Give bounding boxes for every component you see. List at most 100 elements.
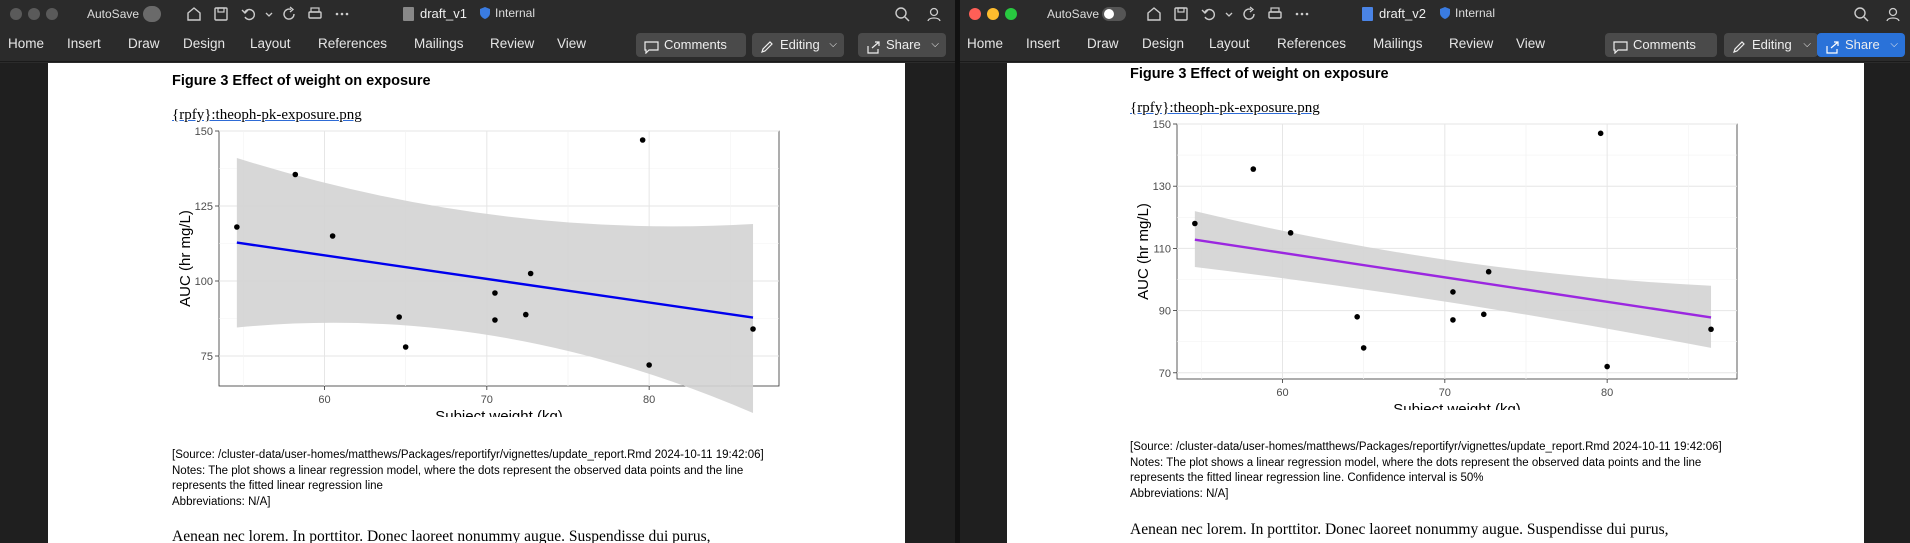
document-canvas[interactable]: Figure 3 Effect of weight on exposure {r… bbox=[0, 63, 955, 543]
close-window-button[interactable] bbox=[10, 8, 22, 20]
split-divider[interactable] bbox=[955, 0, 960, 543]
home-icon[interactable] bbox=[1145, 5, 1163, 23]
sensitivity-label[interactable]: Internal bbox=[495, 6, 536, 20]
document-icon bbox=[402, 6, 416, 22]
print-icon[interactable] bbox=[1266, 5, 1284, 23]
more-icon[interactable] bbox=[1293, 5, 1311, 23]
zoom-window-button[interactable] bbox=[1005, 8, 1017, 20]
exposure-chart[interactable]: 70 90 110 130 150 60 70 80 Subject weight (kg) AU… bbox=[1130, 120, 1780, 410]
abbreviations-line: Abbreviations: N/A] bbox=[172, 495, 271, 508]
save-icon[interactable] bbox=[212, 5, 230, 23]
account-icon[interactable] bbox=[925, 5, 943, 23]
tab-layout[interactable]: Layout bbox=[1209, 36, 1250, 51]
tab-draw[interactable]: Draw bbox=[1087, 36, 1119, 51]
file-reference[interactable]: {rpfy}:theoph-pk-exposure.png bbox=[172, 107, 362, 123]
caption-notes[interactable]: [Source: /cluster-data/user-homes/matthe… bbox=[172, 448, 872, 510]
home-icon[interactable] bbox=[185, 5, 203, 23]
tab-view[interactable]: View bbox=[1516, 36, 1546, 51]
figure-title[interactable]: Figure 3 Effect of weight on exposure bbox=[172, 73, 431, 89]
document-name[interactable]: draft_v2 bbox=[1379, 6, 1426, 21]
x-axis-label: Subject weight (kg) bbox=[1393, 401, 1521, 410]
tab-references[interactable]: References bbox=[318, 36, 388, 51]
y-tick-label: 75 bbox=[201, 351, 213, 363]
autosave-toggle[interactable] bbox=[1102, 7, 1126, 21]
notes-line-2: represents the fitted linear regression … bbox=[172, 480, 383, 492]
regression-line bbox=[236, 241, 754, 319]
data-point bbox=[492, 317, 498, 323]
tab-insert[interactable]: Insert bbox=[1026, 36, 1060, 51]
comment-icon bbox=[1613, 38, 1628, 55]
figure-title[interactable]: Figure 3 Effect of weight on exposure bbox=[1130, 66, 1389, 82]
data-point bbox=[527, 270, 534, 277]
more-icon[interactable] bbox=[333, 5, 351, 23]
zoom-window-button[interactable] bbox=[46, 8, 58, 20]
minimize-window-button[interactable] bbox=[987, 8, 999, 20]
tab-mailings[interactable]: Mailings bbox=[414, 36, 464, 51]
y-tick-label: 90 bbox=[1159, 306, 1171, 318]
document-name[interactable]: draft_v1 bbox=[420, 6, 467, 21]
toggle-knob bbox=[1104, 9, 1114, 19]
y-tick-label: 110 bbox=[1153, 243, 1171, 255]
y-tick-label: 100 bbox=[195, 276, 213, 288]
x-tick-label: 70 bbox=[481, 394, 493, 406]
redo-icon[interactable] bbox=[1240, 5, 1258, 23]
x-tick-label: 80 bbox=[643, 394, 655, 406]
exposure-chart[interactable]: 75 100 125 150 60 70 80 Subject weight (kg) AUC … bbox=[172, 127, 822, 417]
undo-chevron-icon[interactable] bbox=[1220, 5, 1233, 23]
redo-icon[interactable] bbox=[280, 5, 298, 23]
share-button[interactable]: Share ⌵ bbox=[858, 33, 946, 57]
body-paragraph[interactable]: Aenean nec lorem. In porttitor. Donec la… bbox=[172, 528, 711, 543]
print-icon[interactable] bbox=[306, 5, 324, 23]
body-paragraph[interactable]: Aenean nec lorem. In porttitor. Donec la… bbox=[1130, 521, 1669, 538]
tab-layout[interactable]: Layout bbox=[250, 36, 291, 51]
account-icon[interactable] bbox=[1884, 5, 1902, 23]
tab-review[interactable]: Review bbox=[490, 36, 535, 51]
search-icon[interactable] bbox=[893, 5, 911, 23]
data-point bbox=[1485, 268, 1492, 275]
comments-label: Comments bbox=[1633, 37, 1696, 52]
chevron-down-icon: ⌵ bbox=[829, 39, 837, 50]
search-icon[interactable] bbox=[1852, 5, 1870, 23]
tab-design[interactable]: Design bbox=[1142, 36, 1185, 51]
sensitivity-label[interactable]: Internal bbox=[1455, 6, 1496, 20]
tab-insert[interactable]: Insert bbox=[67, 36, 101, 51]
y-tick-label: 150 bbox=[1153, 120, 1171, 131]
pencil-icon bbox=[760, 38, 775, 53]
tab-home[interactable]: Home bbox=[967, 36, 1004, 51]
document-page[interactable]: Figure 3 Effect of weight on exposure {r… bbox=[1007, 63, 1864, 543]
data-point bbox=[1287, 230, 1294, 236]
window-left: AutoSave draft_v1 Internal Home Insert D… bbox=[0, 0, 955, 543]
tab-mailings[interactable]: Mailings bbox=[1373, 36, 1423, 51]
close-window-button[interactable] bbox=[969, 8, 981, 20]
editing-button[interactable]: Editing ⌵ bbox=[1724, 33, 1818, 57]
document-page[interactable]: Figure 3 Effect of weight on exposure {r… bbox=[48, 63, 905, 543]
comments-button[interactable]: Comments bbox=[1605, 33, 1717, 57]
editing-button[interactable]: Editing ⌵ bbox=[752, 33, 844, 57]
caption-notes[interactable]: [Source: /cluster-data/user-homes/matthe… bbox=[1130, 440, 1830, 502]
tab-review[interactable]: Review bbox=[1449, 36, 1494, 51]
file-reference[interactable]: {rpfy}:theoph-pk-exposure.png bbox=[1130, 100, 1320, 116]
comments-button[interactable]: Comments bbox=[636, 33, 746, 57]
document-canvas[interactable]: Figure 3 Effect of weight on exposure {r… bbox=[960, 63, 1910, 543]
undo-chevron-icon[interactable] bbox=[260, 5, 273, 23]
share-button[interactable]: Share ⌵ bbox=[1817, 33, 1905, 57]
regression-line bbox=[1194, 238, 1712, 319]
y-tick-label: 130 bbox=[1153, 181, 1171, 193]
minimize-window-button[interactable] bbox=[28, 8, 40, 20]
data-point bbox=[639, 137, 646, 143]
tab-references[interactable]: References bbox=[1277, 36, 1347, 51]
tab-design[interactable]: Design bbox=[183, 36, 226, 51]
save-icon[interactable] bbox=[1172, 5, 1190, 23]
data-point bbox=[1480, 311, 1487, 318]
titlebar: AutoSave draft_v1 Internal bbox=[0, 0, 955, 28]
tab-draw[interactable]: Draw bbox=[128, 36, 160, 51]
undo-icon[interactable] bbox=[240, 5, 258, 23]
tab-home[interactable]: Home bbox=[8, 36, 45, 51]
data-point bbox=[1450, 317, 1456, 323]
autosave-toggle[interactable] bbox=[143, 6, 161, 22]
data-point bbox=[1597, 130, 1604, 137]
x-axis-label: Subject weight (kg) bbox=[435, 408, 563, 417]
undo-icon[interactable] bbox=[1200, 5, 1218, 23]
tab-view[interactable]: View bbox=[557, 36, 587, 51]
